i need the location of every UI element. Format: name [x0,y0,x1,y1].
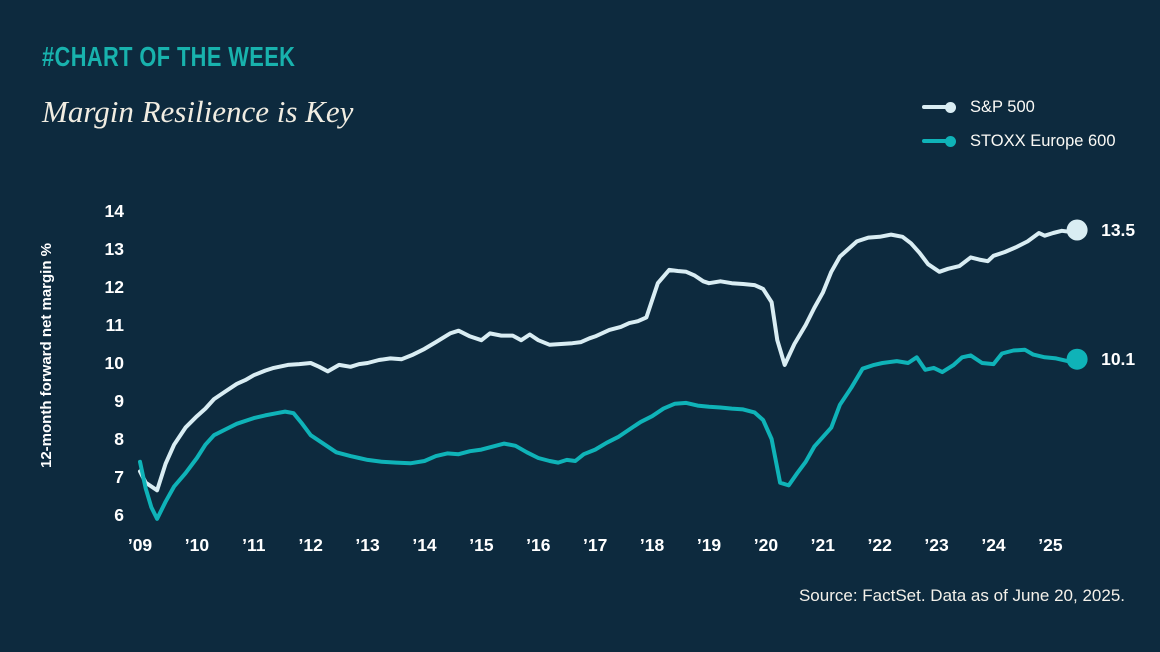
x-tick-label: ’11 [242,535,266,555]
line-s-p-500 [138,228,1080,493]
y-tick-label: 7 [114,467,124,487]
y-tick-label: 6 [114,505,124,525]
x-tick-label: ’15 [469,535,494,555]
x-tick-label: ’18 [640,535,665,555]
x-tick-label: ’22 [868,535,893,555]
x-tick-label: ’24 [981,535,1006,555]
y-tick-label: 13 [105,239,125,259]
x-tick-label: ’25 [1038,535,1063,555]
x-tick-label: ’13 [355,535,380,555]
end-value-label: 10.1 [1101,349,1135,369]
legend-line-dot-marker [922,101,956,113]
legend-line-dot-marker [922,135,956,147]
end-value-label: 13.5 [1101,220,1135,240]
legend-label: S&P 500 [970,97,1035,116]
y-tick-label: 14 [105,201,125,221]
page-title: Margin Resilience is Key [42,94,354,129]
legend-item-sp500: S&P 500 [922,97,1116,117]
x-tick-label: ’14 [412,535,437,555]
end-dot [1066,219,1088,241]
x-tick-label: ’12 [299,535,324,555]
y-tick-label: 11 [106,315,125,335]
x-tick-label: ’19 [697,535,722,555]
kicker: #CHART OF THE WEEK [42,41,296,72]
legend: S&P 500 STOXX Europe 600 [922,97,1116,165]
x-tick-label: ’10 [185,535,210,555]
x-tick-label: ’09 [128,535,153,555]
x-tick-label: ’23 [924,535,949,555]
y-tick-label: 8 [114,429,124,449]
y-axis-title: 12-month forward net margin % [38,242,55,468]
legend-item-stoxx-europe-600: STOXX Europe 600 [922,131,1116,151]
x-tick-label: ’16 [526,535,551,555]
legend-label: STOXX Europe 600 [970,131,1116,150]
y-tick-label: 9 [114,391,124,411]
y-tick-label: 10 [105,353,125,373]
x-tick-label: ’20 [754,535,779,555]
y-tick-label: 12 [105,277,125,297]
source-note: Source: FactSet. Data as of June 20, 202… [798,586,1125,605]
line-stoxx-europe-600 [138,347,1080,521]
x-tick-label: ’21 [811,535,836,555]
x-tick-label: ’17 [583,535,607,555]
end-dot [1066,348,1088,370]
